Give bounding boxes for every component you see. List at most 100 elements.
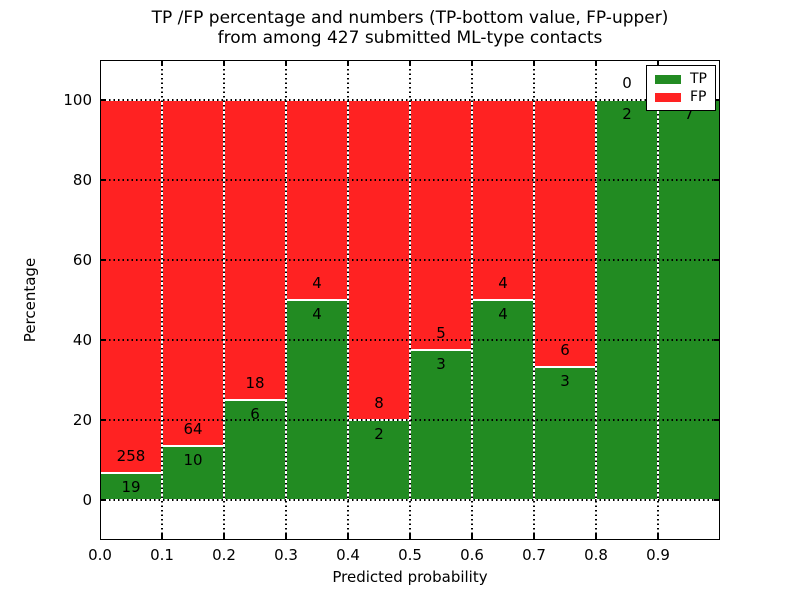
legend-item-tp: TP [655,70,707,88]
x-tick-label: 0.1 [150,546,174,564]
gridline-vertical [285,60,287,540]
bar-count-label-tp: 19 [121,477,141,496]
bar-count-label-tp: 3 [436,355,446,373]
x-tick-mark-bottom [471,534,473,539]
gridline-vertical [161,60,163,540]
bar-segment-tp [658,100,720,500]
bar-count-label-fp: 5 [436,324,446,342]
x-tick-mark-bottom [657,534,659,539]
y-tick-mark-right [714,99,719,101]
bar-segment-fp [162,100,224,446]
bar-segment-fp [224,100,286,400]
x-tick-label: 0.2 [212,546,236,564]
x-tick-mark-bottom [409,534,411,539]
y-tick-mark-left [101,499,106,501]
y-tick-label: 20 [72,411,92,429]
bar-segment-fp [100,100,162,473]
x-tick-mark-bottom [595,534,597,539]
bar-segment-tp [410,350,472,500]
bar-segment-tp [472,300,534,500]
bar-count-label-fp: 4 [498,274,508,292]
x-tick-label: 0.6 [460,546,484,564]
legend-label-fp: FP [690,89,707,105]
x-tick-mark-bottom [533,534,535,539]
bar-count-label-fp: 0 [622,74,632,92]
gridline-vertical [223,60,225,540]
x-tick-label: 0.3 [274,546,298,564]
bar-count-label-fp: 4 [312,274,322,292]
bar-count-label-fp: 64 [183,419,203,438]
chart-title-line-2: from among 427 submitted ML-type contact… [217,28,603,48]
x-tick-mark-top [533,61,535,66]
chart-title-line-1: TP /FP percentage and numbers (TP-bottom… [151,8,669,28]
bar-count-label-tp: 2 [622,105,632,123]
bar-count-label-tp: 7 [684,105,694,123]
gridline-vertical [657,60,659,540]
legend-item-fp: FP [655,88,707,106]
x-tick-mark-top [285,61,287,66]
bar-count-label-tp: 10 [183,450,203,469]
legend-label-tp: TP [690,71,707,87]
bar-count-label-fp: 8 [374,394,384,412]
chart-title: TP /FP percentage and numbers (TP-bottom… [100,8,720,48]
bar-segment-fp [534,100,596,367]
x-tick-mark-bottom [347,534,349,539]
legend: TP FP [646,65,716,111]
x-tick-mark-top [347,61,349,66]
x-tick-mark-top [595,61,597,66]
bar-count-label-fp: 18 [245,374,265,392]
y-tick-mark-left [101,259,106,261]
y-tick-mark-right [714,419,719,421]
x-tick-label: 0.4 [336,546,360,564]
y-tick-mark-right [714,179,719,181]
y-tick-mark-right [714,259,719,261]
gridline-vertical [347,60,349,540]
x-tick-label: 0.9 [646,546,670,564]
x-tick-mark-top [471,61,473,66]
bar-count-label-tp: 4 [498,305,508,323]
y-tick-label: 0 [82,491,92,509]
y-tick-mark-left [101,99,106,101]
y-tick-label: 80 [72,171,92,189]
y-tick-label: 40 [72,331,92,349]
x-tick-mark-top [161,61,163,66]
y-tick-label: 100 [63,91,92,109]
bar-segment-tp [534,366,596,500]
x-tick-mark-bottom [223,534,225,539]
gridline-vertical [409,60,411,540]
bar-segment-tp [286,300,348,500]
x-tick-mark-top [409,61,411,66]
x-tick-label: 0.5 [398,546,422,564]
bar-count-label-tp: 6 [250,405,260,423]
bar-segment-fp [410,100,472,350]
x-tick-label: 0.8 [584,546,608,564]
x-tick-mark-bottom [161,534,163,539]
bar-segment-tp [596,100,658,500]
bar-count-label-tp: 2 [374,425,384,443]
y-tick-mark-left [101,179,106,181]
x-axis-label: Predicted probability [332,568,488,586]
bar-count-label-tp: 3 [560,371,570,390]
y-tick-mark-right [714,339,719,341]
bar-segment-fp [472,100,534,300]
gridline-vertical [533,60,535,540]
fp-color-swatch-icon [655,92,681,102]
y-axis-label: Percentage [21,257,39,343]
gridline-vertical [595,60,597,540]
y-tick-mark-right [714,499,719,501]
x-tick-mark-top [657,61,659,66]
plot-area: TP FP 25819641018644825344630207 [100,60,720,540]
x-tick-label: 0.0 [88,546,112,564]
x-tick-label: 0.7 [522,546,546,564]
y-tick-label: 60 [72,251,92,269]
x-tick-mark-top [223,61,225,66]
bar-segment-fp [286,100,348,300]
y-tick-mark-left [101,339,106,341]
bar-count-label-fp: 6 [560,340,570,359]
x-tick-mark-bottom [285,534,287,539]
bar-count-label-fp: 258 [116,446,146,465]
tp-color-swatch-icon [655,74,681,84]
y-tick-mark-left [101,419,106,421]
bar-count-label-tp: 4 [312,305,322,323]
